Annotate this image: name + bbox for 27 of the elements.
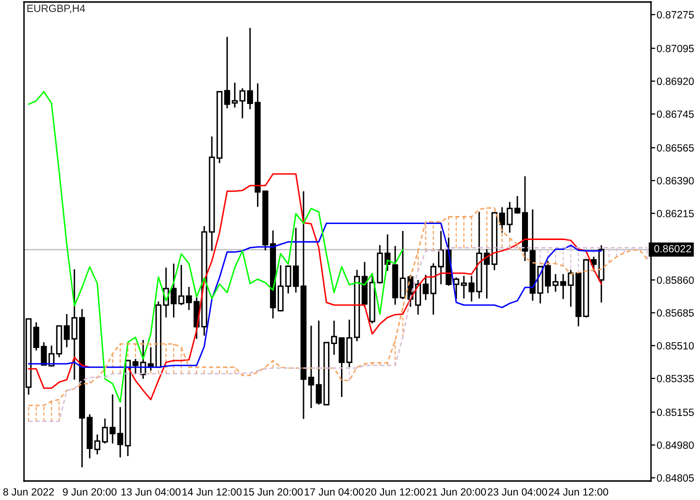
y-tick-label: 0.85155 (656, 408, 694, 416)
y-tick-label: 0.85335 (656, 374, 694, 382)
x-tick-label: 15 Jun 20:00 (244, 488, 303, 496)
x-tick-label: 14 Jun 12:00 (182, 488, 242, 496)
y-tick-label: 0.85685 (656, 309, 694, 317)
y-tick-label: 0.84980 (656, 441, 694, 449)
x-tick-label: 20 Jun 12:00 (366, 488, 425, 496)
y-tick-label: 0.87275 (656, 11, 694, 18)
y-tick-label: 0.86920 (656, 78, 694, 86)
x-tick-label: 9 Jun 20:00 (62, 488, 116, 496)
y-tick-label: 0.86215 (656, 210, 694, 218)
y-tick-label: 0.86565 (656, 144, 694, 152)
y-tick-label: 0.86745 (656, 110, 694, 118)
x-tick-label: 24 Jun 12:00 (548, 488, 608, 496)
x-tick-label: 23 Jun 04:00 (488, 488, 548, 496)
x-tick-label: 13 Jun 04:00 (121, 488, 180, 496)
y-tick-label: 0.85510 (656, 342, 694, 350)
ref-line-label: 0.86022 (654, 244, 692, 252)
chart-title: EURGBP,H4 (27, 4, 86, 14)
y-tick-label: 0.86390 (656, 177, 694, 184)
line-series (28, 90, 404, 403)
y-tick-label: 0.87095 (656, 44, 694, 52)
x-tick-label: 8 Jun 2022 (3, 488, 54, 496)
y-tick-label: 0.85860 (656, 276, 694, 284)
x-tick-label: 17 Jun 04:00 (304, 488, 364, 496)
y-tick-label: 0.84805 (656, 474, 694, 482)
x-tick-label: 21 Jun 20:00 (426, 488, 486, 496)
